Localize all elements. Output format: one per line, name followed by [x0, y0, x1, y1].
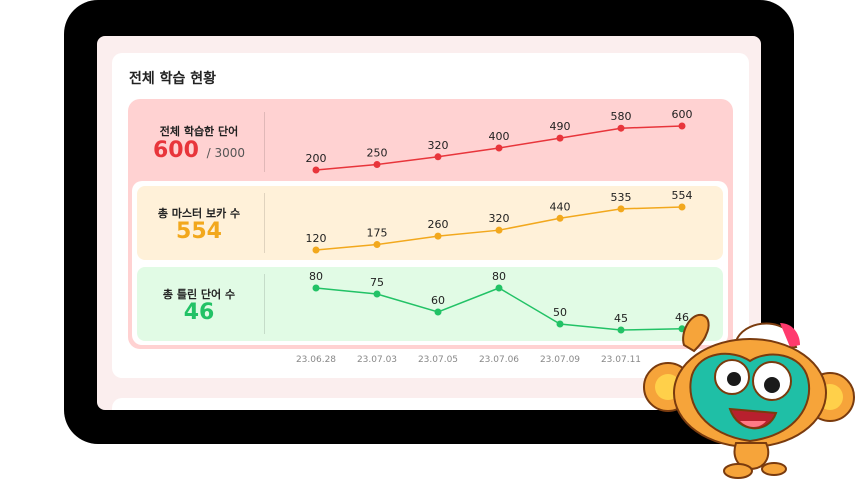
data-label: 75 — [370, 276, 384, 289]
data-label: 175 — [367, 227, 388, 240]
data-point — [617, 124, 625, 132]
x-tick-label: 23.07.05 — [418, 355, 458, 365]
mastered-panel — [137, 186, 723, 260]
data-label: 260 — [428, 218, 449, 231]
data-point — [495, 144, 503, 152]
data-label: 45 — [614, 312, 628, 325]
x-tick-label: 23.07.03 — [357, 355, 397, 365]
divider — [264, 274, 265, 334]
next-card — [112, 398, 749, 410]
data-point — [556, 320, 564, 328]
data-label: 440 — [550, 200, 571, 213]
data-label: 320 — [489, 212, 510, 225]
data-point — [434, 153, 442, 161]
data-point — [312, 284, 320, 292]
divider — [264, 193, 265, 253]
total-words-value: 600 / 3000 — [152, 138, 245, 163]
data-point — [617, 326, 625, 334]
data-label: 554 — [672, 189, 693, 202]
wrong-panel — [137, 267, 723, 341]
data-label: 80 — [309, 270, 323, 283]
data-point — [678, 122, 686, 130]
wrong-value: 46 — [183, 300, 215, 325]
data-label: 600 — [672, 108, 693, 121]
data-point — [373, 161, 381, 168]
data-label: 535 — [611, 191, 632, 204]
x-tick-label: 23.07.09 — [540, 355, 580, 365]
data-label: 580 — [611, 110, 632, 123]
mastered-label: 총 마스터 보카 수 — [157, 207, 241, 220]
monkey-mascot-icon — [643, 313, 855, 479]
data-point — [434, 232, 442, 240]
data-point — [373, 290, 381, 298]
data-label: 50 — [553, 306, 567, 319]
mastered-value: 554 — [176, 219, 222, 244]
total-words-max: / 3000 — [206, 146, 245, 160]
data-point — [556, 134, 564, 142]
data-label: 400 — [489, 130, 510, 143]
page-title: 전체 학습 현황 — [129, 71, 217, 87]
data-point — [617, 205, 625, 213]
data-point — [312, 166, 320, 174]
wrong-label: 총 틀린 단어 수 — [162, 288, 236, 301]
total-words-label: 전체 학습한 단어 — [159, 125, 239, 138]
divider — [264, 112, 265, 172]
data-label: 490 — [550, 120, 571, 133]
data-label: 60 — [431, 294, 445, 307]
data-point — [312, 246, 320, 254]
x-tick-label: 23.06.28 — [296, 355, 336, 365]
x-tick-label: 23.07.06 — [479, 355, 519, 365]
data-point — [434, 308, 442, 316]
data-label: 80 — [492, 270, 506, 283]
data-label: 120 — [306, 232, 327, 245]
data-label: 320 — [428, 139, 449, 152]
data-label: 46 — [675, 311, 689, 324]
data-point — [495, 284, 503, 292]
data-label: 200 — [306, 152, 327, 165]
data-point — [373, 241, 381, 249]
data-point — [556, 214, 564, 222]
data-point — [678, 203, 686, 211]
data-label: 250 — [367, 147, 388, 160]
data-point — [495, 226, 503, 234]
x-tick-label: 23.07.11 — [601, 355, 641, 365]
